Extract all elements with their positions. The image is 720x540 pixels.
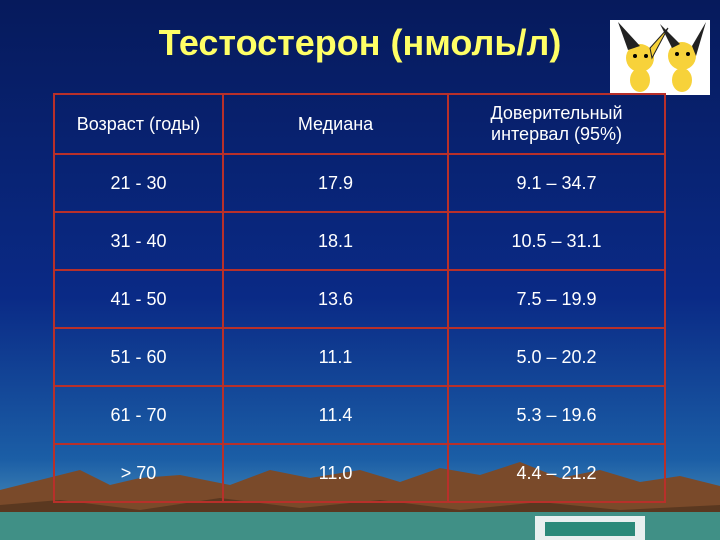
column-header: Медиана xyxy=(222,93,449,155)
cartoon xyxy=(618,22,706,92)
table-cell: 9.1 – 34.7 xyxy=(447,153,666,213)
table-cell: 61 - 70 xyxy=(53,385,224,445)
table-row: 21 - 30 17.9 9.1 – 34.7 xyxy=(53,153,666,213)
table-cell: 21 - 30 xyxy=(53,153,224,213)
table-cell: 11.0 xyxy=(222,443,449,503)
table-row: 61 - 70 11.4 5.3 – 19.6 xyxy=(53,385,666,445)
table-cell: 17.9 xyxy=(222,153,449,213)
table-cell: 18.1 xyxy=(222,211,449,271)
data-table: Возраст (годы) Медиана Доверительный интер… xyxy=(53,93,666,503)
column-header: Возраст (годы) xyxy=(53,93,224,155)
table-cell: 4.4 – 21.2 xyxy=(447,443,666,503)
table-row: 31 - 40 18.1 10.5 – 31.1 xyxy=(53,211,666,271)
building-windows xyxy=(545,522,635,536)
table-row: 51 - 60 11.1 5.0 – 20.2 xyxy=(53,327,666,387)
table-cell: 5.0 – 20.2 xyxy=(447,327,666,387)
table-cell: 13.6 xyxy=(222,269,449,329)
header-row: Возраст (годы) Медиана Доверительный интер… xyxy=(53,93,666,155)
table-cell: 31 - 40 xyxy=(53,211,224,271)
table-body: 21 - 30 17.9 9.1 – 34.7 31 - 40 18.1 10.5 – 3… xyxy=(53,153,666,503)
table-cell: 51 - 60 xyxy=(53,327,224,387)
slide-title: Тестостерон (нмоль/л) xyxy=(158,22,562,63)
table-row: > 70 11.0 4.4 – 21.2 xyxy=(53,443,666,503)
table-cell: 11.1 xyxy=(222,327,449,387)
table-cell: 11.4 xyxy=(222,385,449,445)
column-header: Доверительный интервал (95%) xyxy=(447,93,666,155)
table-cell: 10.5 – 31.1 xyxy=(447,211,666,271)
table-cell: 5.3 – 19.6 xyxy=(447,385,666,445)
table-cell: 41 - 50 xyxy=(53,269,224,329)
table-row: 41 - 50 13.6 7.5 – 19.9 xyxy=(53,269,666,329)
table-cell: 7.5 – 19.9 xyxy=(447,269,666,329)
table-cell: > 70 xyxy=(53,443,224,503)
